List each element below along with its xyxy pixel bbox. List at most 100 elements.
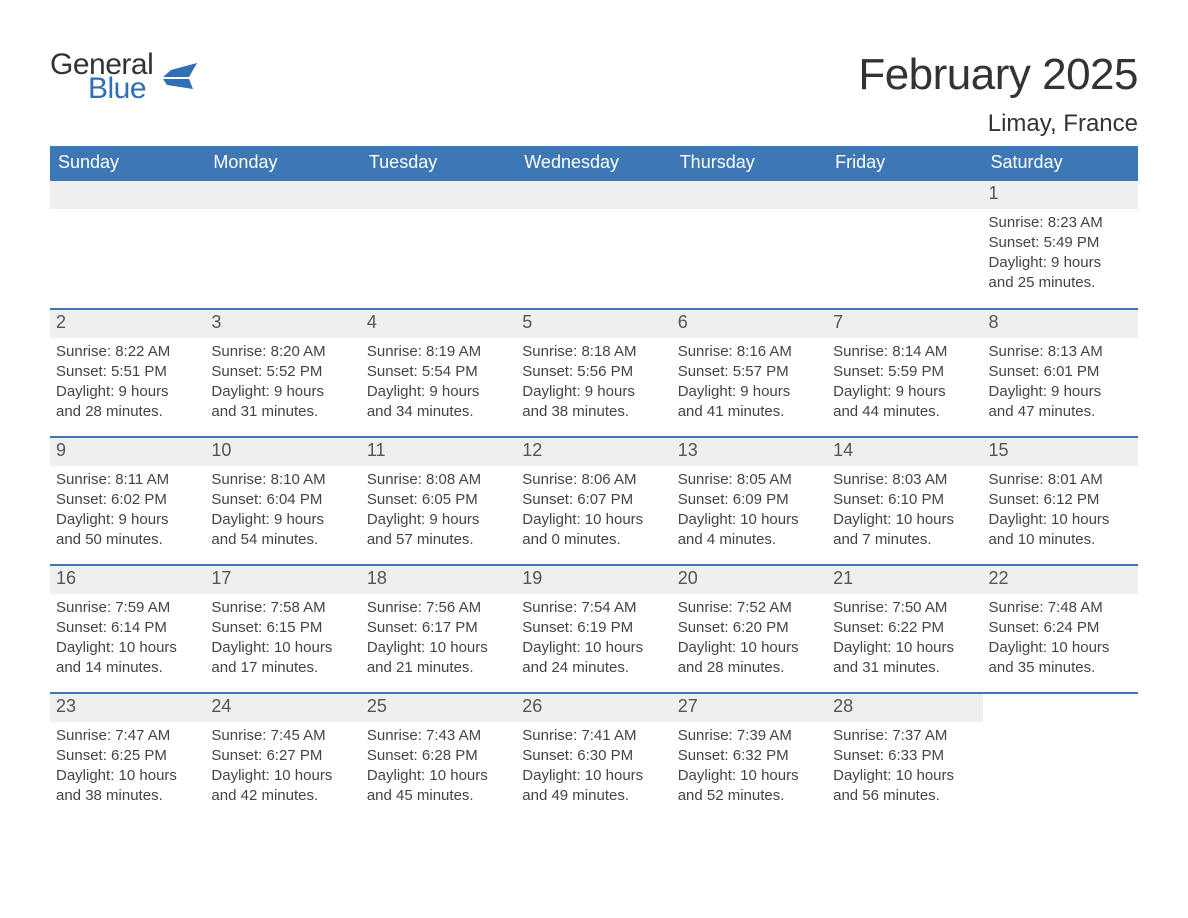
day-number [672,181,827,209]
day-data: Sunrise: 8:06 AMSunset: 6:07 PMDaylight:… [516,466,671,557]
day-sunrise: Sunrise: 8:19 AM [367,342,510,362]
day-day2: and 50 minutes. [56,530,199,550]
day-number: 9 [50,438,205,466]
day-day1: Daylight: 10 hours [56,766,199,786]
day-number [983,694,1138,722]
day-sunset: Sunset: 6:27 PM [211,746,354,766]
day-sunrise: Sunrise: 7:59 AM [56,598,199,618]
day-sunrise: Sunrise: 8:13 AM [989,342,1132,362]
col-thursday: Thursday [672,146,827,181]
day-day1: Daylight: 10 hours [211,766,354,786]
day-data: Sunrise: 8:23 AMSunset: 5:49 PMDaylight:… [983,209,1138,300]
day-sunrise: Sunrise: 8:14 AM [833,342,976,362]
day-number: 17 [205,566,360,594]
day-day1: Daylight: 10 hours [678,638,821,658]
day-data: Sunrise: 7:47 AMSunset: 6:25 PMDaylight:… [50,722,205,813]
day-sunset: Sunset: 5:54 PM [367,362,510,382]
day-data: Sunrise: 8:18 AMSunset: 5:56 PMDaylight:… [516,338,671,429]
day-day2: and 25 minutes. [989,273,1132,293]
day-day2: and 34 minutes. [367,402,510,422]
day-sunset: Sunset: 6:07 PM [522,490,665,510]
day-number: 13 [672,438,827,466]
day-sunrise: Sunrise: 7:48 AM [989,598,1132,618]
day-sunset: Sunset: 6:28 PM [367,746,510,766]
day-sunrise: Sunrise: 7:56 AM [367,598,510,618]
day-sunset: Sunset: 5:51 PM [56,362,199,382]
calendar-cell: 6Sunrise: 8:16 AMSunset: 5:57 PMDaylight… [672,309,827,437]
day-sunset: Sunset: 6:25 PM [56,746,199,766]
header: General Blue February 2025 Limay, France [50,50,1138,138]
day-sunset: Sunset: 6:05 PM [367,490,510,510]
day-sunset: Sunset: 6:33 PM [833,746,976,766]
day-number: 4 [361,310,516,338]
day-number: 6 [672,310,827,338]
day-day1: Daylight: 10 hours [678,510,821,530]
day-day2: and 0 minutes. [522,530,665,550]
day-day2: and 31 minutes. [833,658,976,678]
day-day2: and 28 minutes. [678,658,821,678]
calendar-cell: 9Sunrise: 8:11 AMSunset: 6:02 PMDaylight… [50,437,205,565]
day-data: Sunrise: 7:58 AMSunset: 6:15 PMDaylight:… [205,594,360,685]
day-day1: Daylight: 10 hours [989,510,1132,530]
day-sunrise: Sunrise: 8:22 AM [56,342,199,362]
day-day2: and 14 minutes. [56,658,199,678]
day-data: Sunrise: 8:03 AMSunset: 6:10 PMDaylight:… [827,466,982,557]
day-sunrise: Sunrise: 7:47 AM [56,726,199,746]
day-sunrise: Sunrise: 7:52 AM [678,598,821,618]
day-day1: Daylight: 9 hours [367,510,510,530]
day-number: 1 [983,181,1138,209]
day-number: 21 [827,566,982,594]
day-sunset: Sunset: 5:52 PM [211,362,354,382]
day-sunrise: Sunrise: 8:23 AM [989,213,1132,233]
calendar-week-row: 16 Sunrise: 7:59 AMSunset: 6:14 PM Dayligh… [50,565,1138,693]
day-data: Sunrise: 8:19 AMSunset: 5:54 PMDaylight:… [361,338,516,429]
calendar-cell [361,181,516,309]
day-sunrise: Sunrise: 7:37 AM [833,726,976,746]
day-sunrise: Sunrise: 8:06 AM [522,470,665,490]
calendar-cell: 13Sunrise: 8:05 AMSunset: 6:09 PMDayligh… [672,437,827,565]
day-data: Sunrise: 7:37 AMSunset: 6:33 PMDaylight:… [827,722,982,813]
day-data [205,209,360,219]
day-number: 7 [827,310,982,338]
day-day2: and 35 minutes. [989,658,1132,678]
day-sunset: Sunset: 6:14 PM [56,618,199,638]
calendar-cell: 5Sunrise: 8:18 AMSunset: 5:56 PMDaylight… [516,309,671,437]
day-day1: Daylight: 10 hours [522,638,665,658]
day-day2: and 42 minutes. [211,786,354,806]
calendar-cell: 11Sunrise: 8:08 AMSunset: 6:05 PMDayligh… [361,437,516,565]
day-number: 14 [827,438,982,466]
col-wednesday: Wednesday [516,146,671,181]
day-number: 23 [50,694,205,722]
day-data: Sunrise: 7:54 AMSunset: 6:19 PMDaylight:… [516,594,671,685]
day-sunset: Sunset: 6:24 PM [989,618,1132,638]
calendar-cell: 25Sunrise: 7:43 AMSunset: 6:28 PMDayligh… [361,693,516,821]
day-sunset: Sunset: 6:19 PM [522,618,665,638]
day-day2: and 10 minutes. [989,530,1132,550]
day-number: 22 [983,566,1138,594]
day-sunset: Sunset: 5:59 PM [833,362,976,382]
day-day2: and 7 minutes. [833,530,976,550]
col-monday: Monday [205,146,360,181]
logo-text-block: General Blue [50,50,153,104]
day-sunset: Sunset: 6:12 PM [989,490,1132,510]
day-day1: Daylight: 9 hours [989,253,1132,273]
day-number: 10 [205,438,360,466]
calendar-week-row: 1Sunrise: 8:23 AMSunset: 5:49 PMDaylight… [50,181,1138,309]
title-block: February 2025 Limay, France [858,50,1138,138]
day-number: 28 [827,694,982,722]
calendar-cell: 3Sunrise: 8:20 AMSunset: 5:52 PMDaylight… [205,309,360,437]
day-day2: and 28 minutes. [56,402,199,422]
calendar-cell: 22 Sunrise: 7:48 AMSunset: 6:24 PMDayligh… [983,565,1138,693]
calendar-cell: 26Sunrise: 7:41 AMSunset: 6:30 PMDayligh… [516,693,671,821]
day-day1: Daylight: 10 hours [833,638,976,658]
flag-icon [163,63,197,94]
day-sunrise: Sunrise: 7:54 AM [522,598,665,618]
day-day1: Daylight: 10 hours [989,638,1132,658]
day-day1: Daylight: 10 hours [833,766,976,786]
day-sunset: Sunset: 5:56 PM [522,362,665,382]
day-number: 16 [50,566,205,594]
day-data: Sunrise: 7:41 AMSunset: 6:30 PMDaylight:… [516,722,671,813]
calendar-cell: 18Sunrise: 7:56 AMSunset: 6:17 PMDayligh… [361,565,516,693]
day-day2: and 24 minutes. [522,658,665,678]
day-day1: Daylight: 10 hours [211,638,354,658]
